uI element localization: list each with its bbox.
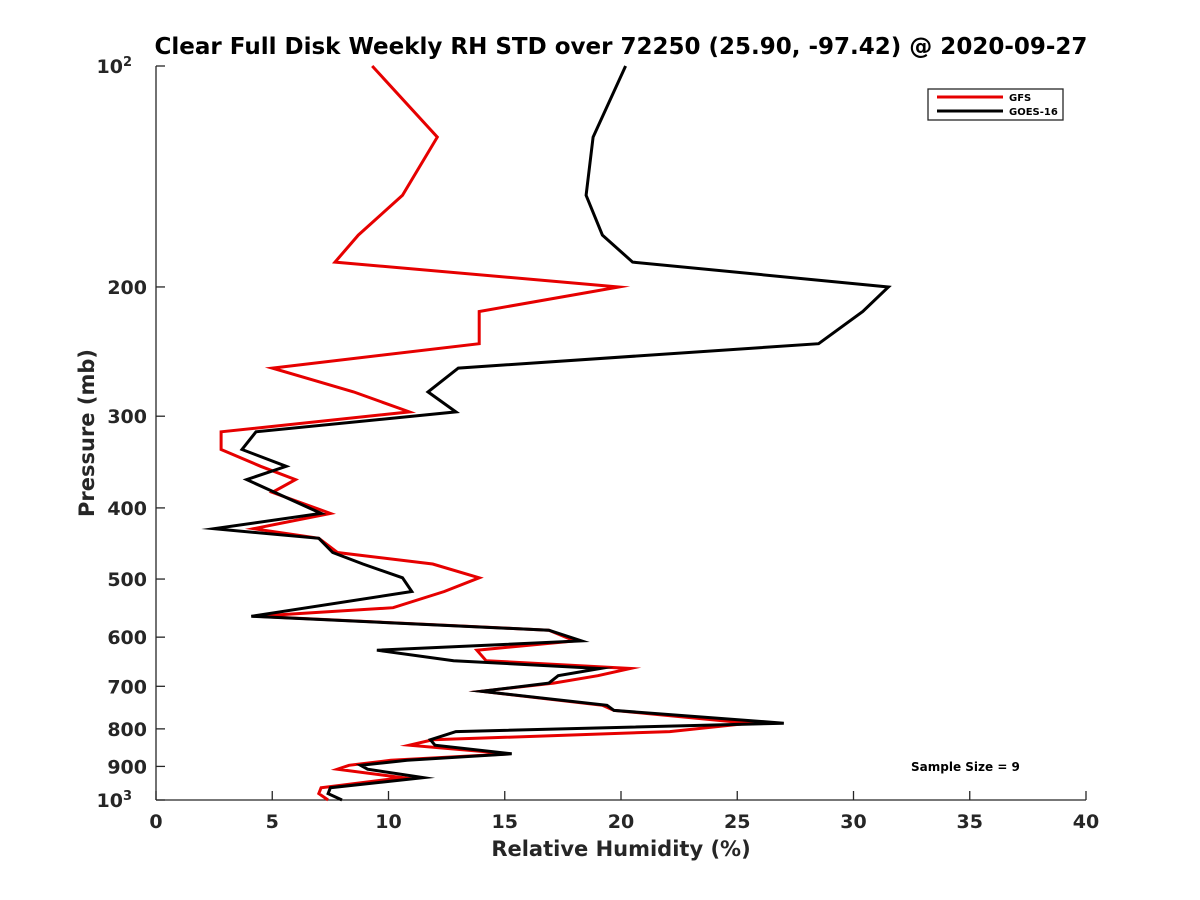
y-tick-label: 700: [107, 676, 147, 698]
x-tick-label: 0: [149, 811, 162, 833]
x-tick-label: 15: [492, 811, 518, 833]
y-tick-label: 300: [107, 406, 147, 428]
x-ticks: 0 5 10 15 20 25 30 35 40: [149, 791, 1099, 833]
x-tick-label: 5: [266, 811, 279, 833]
x-tick-label: 20: [608, 811, 634, 833]
legend-label: GOES-16: [1009, 107, 1058, 118]
y-tick-label: 102: [97, 55, 133, 78]
sample-size-annotation: Sample Size = 9: [911, 760, 1020, 774]
y-tick-label: 400: [107, 498, 147, 520]
series-lines: [201, 64, 892, 802]
y-axis-label: Pressure (mb): [75, 349, 99, 517]
y-tick-label: 500: [107, 569, 147, 591]
series-line-gfs: [219, 64, 764, 802]
x-tick-label: 30: [840, 811, 866, 833]
x-tick-label: 10: [375, 811, 401, 833]
y-tick-label: 900: [107, 756, 147, 778]
y-ticks: 102 200 300 400 500 600 700 800 900 103: [97, 55, 165, 812]
plot-frame: [155, 66, 1086, 801]
x-tick-label: 25: [724, 811, 750, 833]
y-tick-label: 200: [107, 277, 147, 299]
y-tick-label: 600: [107, 627, 147, 649]
y-tick-label: 103: [97, 789, 133, 812]
legend: GFS GOES-16: [927, 88, 1064, 121]
series-line-goes-16: [201, 65, 892, 802]
x-tick-label: 35: [957, 811, 983, 833]
y-tick-label: 800: [107, 719, 147, 741]
chart-title: Clear Full Disk Weekly RH STD over 72250…: [155, 34, 1088, 60]
x-axis-label: Relative Humidity (%): [491, 837, 750, 861]
legend-label: GFS: [1009, 93, 1031, 104]
x-tick-label: 40: [1073, 811, 1099, 833]
legend-box: [927, 88, 1064, 121]
